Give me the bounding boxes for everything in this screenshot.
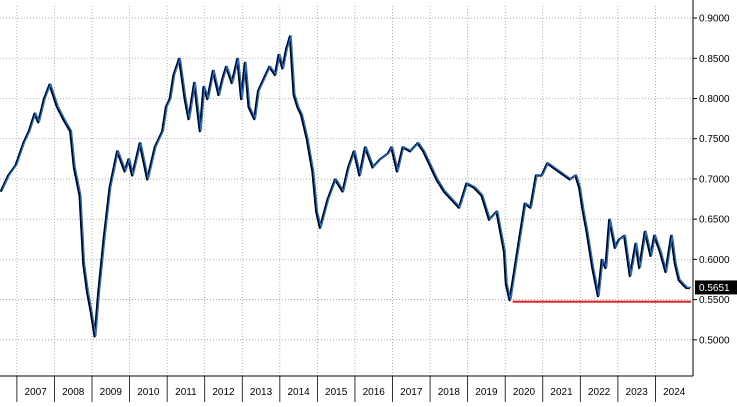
- x-tick-label: 2014: [287, 387, 310, 398]
- axes: [0, 0, 697, 402]
- y-tick-label: 0.5500: [699, 295, 730, 306]
- x-tick-label: 2013: [250, 387, 273, 398]
- labels: 0.5000 0.5500 0.6000 0.6500 0.7000 0.7500 0.80…: [25, 14, 737, 398]
- y-tick-label: 0.7500: [699, 134, 730, 145]
- x-tick-label: 2016: [363, 387, 386, 398]
- series-layer: [0, 35, 692, 338]
- y-tick-label: 0.5000: [699, 335, 730, 346]
- x-tick-label: 2008: [62, 387, 85, 398]
- x-tick-label: 2007: [25, 387, 48, 398]
- x-tick-label: 2023: [626, 387, 649, 398]
- x-tick-label: 2021: [550, 387, 573, 398]
- x-tick-label: 2018: [438, 387, 461, 398]
- x-tick-label: 2015: [325, 387, 348, 398]
- y-tick-label: 0.8000: [699, 94, 730, 105]
- x-tick-label: 2009: [100, 387, 123, 398]
- y-tick-label: 0.7000: [699, 174, 730, 185]
- x-tick-label: 2011: [175, 387, 197, 398]
- x-tick-label: 2022: [588, 387, 611, 398]
- last-value-label: 0.5651: [699, 283, 730, 294]
- series-line: [1, 35, 692, 337]
- series-shadow-line: [0, 35, 690, 338]
- y-tick-label: 0.6500: [699, 215, 730, 226]
- y-tick-label: 0.6000: [699, 255, 730, 266]
- y-tick-label: 0.8500: [699, 54, 730, 65]
- x-tick-label: 2012: [212, 387, 235, 398]
- x-tick-label: 2010: [137, 387, 160, 398]
- x-tick-label: 2024: [663, 387, 686, 398]
- x-tick-label: 2019: [475, 387, 498, 398]
- x-tick-label: 2017: [400, 387, 423, 398]
- y-tick-label: 0.9000: [699, 14, 730, 25]
- last-value-badge: [695, 280, 737, 295]
- x-tick-label: 2020: [513, 387, 536, 398]
